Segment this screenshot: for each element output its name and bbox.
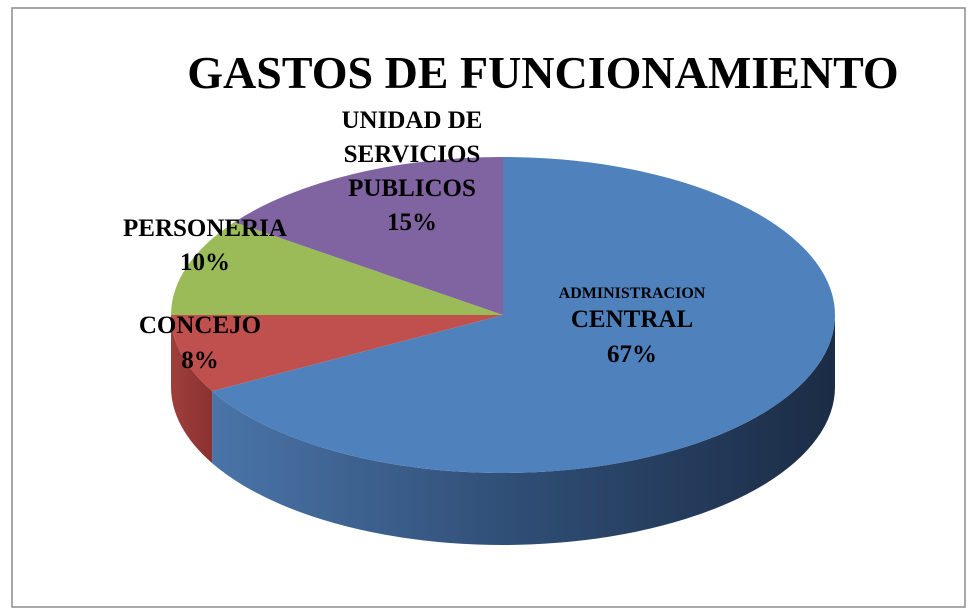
label-line: PERSONERIA — [123, 215, 287, 242]
value-label: 10% — [180, 249, 230, 276]
label-line: ADMINISTRACION — [559, 285, 706, 302]
slice-label: PERSONERIA — [123, 215, 287, 242]
chart-title: GASTOS DE FUNCIONAMIENTO — [187, 47, 898, 98]
value-label: 67% — [607, 341, 657, 368]
label-line: PUBLICOS — [348, 175, 476, 202]
label-line: CENTRAL — [571, 306, 693, 333]
value-label: 8% — [181, 347, 219, 374]
slice — [171, 315, 503, 392]
value-label: 15% — [387, 209, 437, 236]
slice — [212, 157, 836, 473]
label-line: SERVICIOS — [344, 141, 481, 168]
slice-side — [171, 315, 213, 464]
slice-label: ADMINISTRACION CENTRAL — [559, 285, 706, 333]
slice-label: CONCEJO — [139, 312, 261, 339]
label-line: CONCEJO — [139, 312, 261, 339]
slice-label: UNIDAD DE SERVICIOS PUBLICOS — [342, 107, 483, 202]
slice — [234, 157, 503, 315]
slice — [171, 222, 503, 315]
slice-side — [212, 315, 836, 545]
label-line: UNIDAD DE — [342, 107, 483, 134]
